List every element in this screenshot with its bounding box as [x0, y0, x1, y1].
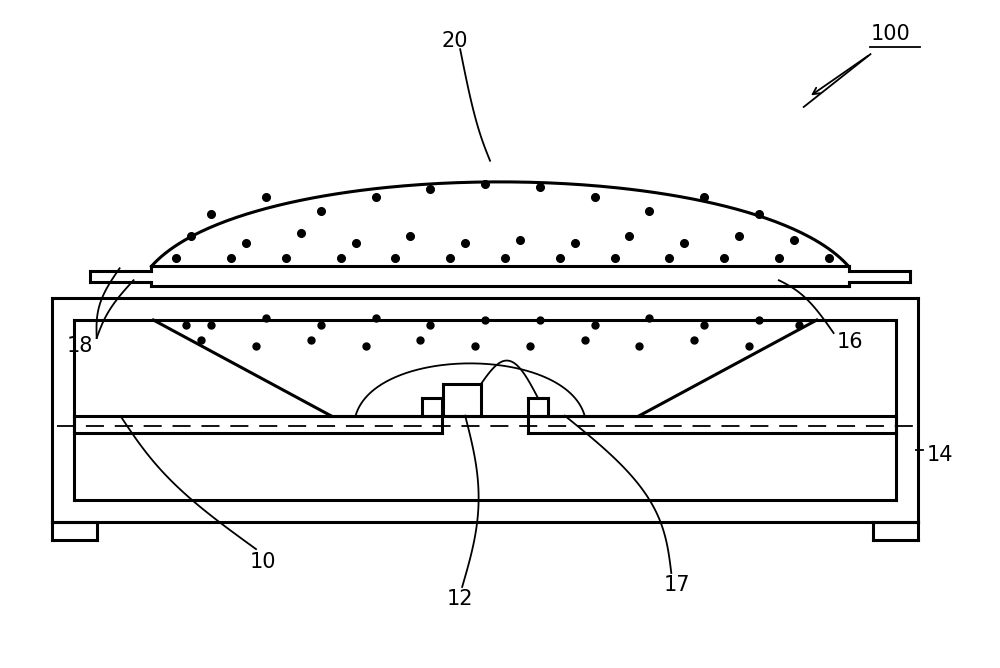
Text: 10: 10: [250, 552, 276, 572]
Text: 18: 18: [67, 336, 93, 356]
Text: 20: 20: [442, 31, 468, 51]
Text: 17: 17: [664, 575, 691, 595]
Text: 14: 14: [926, 446, 953, 466]
Text: 16: 16: [837, 332, 863, 352]
Text: 12: 12: [447, 589, 473, 609]
Text: 100: 100: [870, 24, 910, 44]
